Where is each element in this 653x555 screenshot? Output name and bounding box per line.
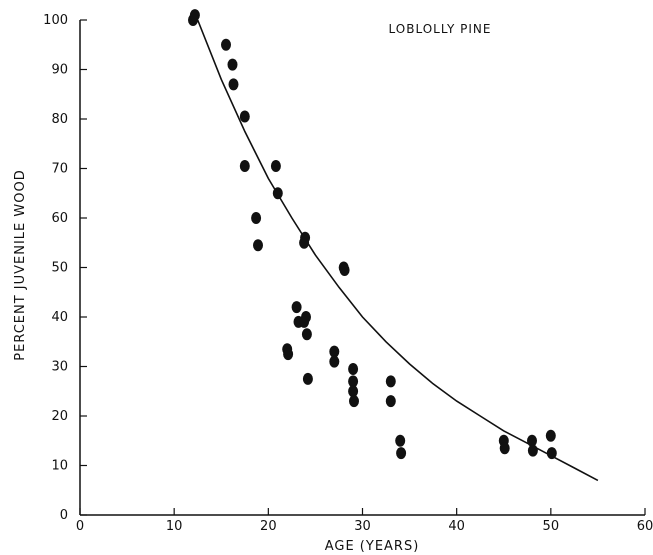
- ticks: 0 10 20 30 40 50 60 0 10 20 30 40 50 60 70 80 90 100: [43, 13, 653, 534]
- data-point: [301, 328, 312, 341]
- data-point: [348, 363, 359, 375]
- y-tick-label: 70: [51, 162, 68, 177]
- x-tick-label: 40: [448, 519, 465, 534]
- y-tick-label: 30: [51, 360, 68, 375]
- data-point: [339, 264, 350, 276]
- y-tick-label: 20: [51, 409, 68, 424]
- data-point: [329, 355, 340, 368]
- data-point: [291, 301, 302, 314]
- data-point: [395, 434, 406, 447]
- x-tick-label: 50: [543, 519, 560, 534]
- data-point: [545, 429, 556, 442]
- x-tick-label: 20: [260, 519, 277, 534]
- data-point: [227, 58, 238, 71]
- data-point: [329, 345, 340, 358]
- data-point: [228, 78, 239, 91]
- y-tick-label: 50: [51, 261, 68, 276]
- y-axis-label: PERCENT JUVENILE WOOD: [13, 169, 28, 360]
- data-point: [239, 160, 250, 172]
- chart-title: LOBLOLLY PINE: [389, 22, 492, 36]
- y-tick-label: 0: [60, 508, 68, 523]
- x-tick-label: 30: [354, 519, 371, 534]
- data-point: [300, 231, 311, 244]
- y-tick-label: 10: [51, 459, 68, 474]
- y-tick-label: 60: [51, 211, 68, 226]
- data-point: [349, 395, 359, 408]
- data-point: [239, 110, 250, 123]
- data-point: [189, 9, 200, 22]
- data-point: [385, 375, 396, 388]
- y-tick-label: 100: [43, 13, 68, 28]
- data-point: [283, 348, 294, 361]
- data-point: [348, 375, 359, 388]
- data-point: [221, 38, 231, 51]
- data-point: [301, 311, 311, 323]
- x-tick-label: 10: [166, 519, 183, 534]
- data-point: [251, 212, 262, 224]
- x-tick-label: 60: [637, 519, 653, 534]
- data-point: [272, 187, 283, 200]
- data-point: [270, 160, 281, 172]
- data-point: [253, 239, 263, 252]
- data-point: [499, 442, 510, 455]
- y-tick-label: 90: [51, 63, 68, 78]
- axes: [79, 20, 645, 516]
- data-point: [527, 444, 538, 457]
- x-tick-label: 0: [76, 519, 84, 534]
- data-point: [385, 395, 396, 408]
- data-point: [527, 434, 537, 447]
- data-point: [396, 447, 407, 460]
- y-tick-label: 40: [51, 310, 68, 325]
- x-axis-label: AGE (YEARS): [325, 539, 420, 554]
- points-layer: [188, 9, 557, 460]
- data-point: [302, 372, 313, 385]
- y-tick-label: 80: [51, 112, 68, 127]
- data-point: [348, 385, 359, 398]
- data-point: [546, 447, 557, 460]
